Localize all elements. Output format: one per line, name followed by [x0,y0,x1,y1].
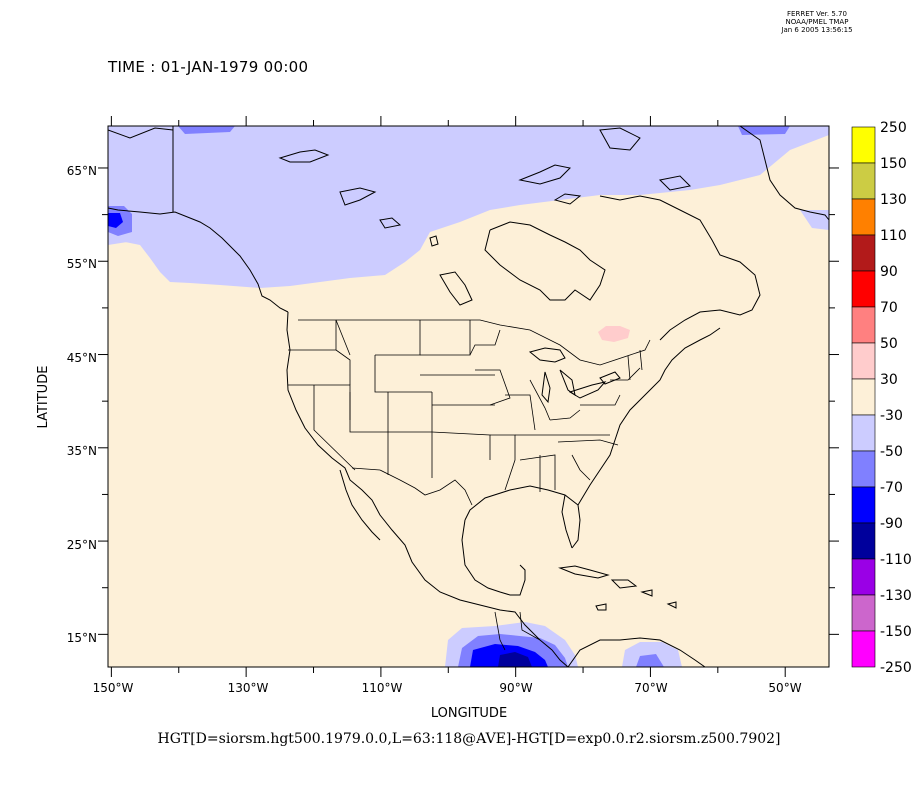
colorbar-swatch [851,306,876,344]
colorbar-swatch [851,378,876,416]
ferret-stamp: FERRET Ver. 5.70 NOAA/PMEL TMAP Jan 6 20… [757,10,877,34]
colorbar-label: -150 [880,624,912,640]
anomaly-patch-top-right [738,126,790,135]
variable-label: HGT[D=siorsm.hgt500.1979.0.0,L=63:118@AV… [157,731,780,747]
colorbar-swatch [851,414,876,452]
colorbar-label: 50 [880,336,898,352]
anomaly-patch-alaska-core [108,213,123,228]
colorbar-label: 70 [880,300,898,316]
y-tick-label: 15°N [67,631,97,645]
anomaly-patch-caribbean [636,654,664,667]
x-tick-label: 50°W [768,681,801,695]
axis-ticks [98,116,839,677]
map-frame [107,125,830,668]
colorbar-swatch [851,486,876,524]
y-tick-label: 45°N [67,351,97,365]
colorbar-label: -130 [880,588,912,604]
x-tick-label: 150°W [93,681,134,695]
anomaly-region-north [108,126,829,288]
x-tick-label: 110°W [362,681,403,695]
colorbar-swatch [851,450,876,488]
x-tick-label: 70°W [634,681,667,695]
colorbar-label: -90 [880,516,903,532]
x-tick-labels: 150°W 130°W 110°W 90°W 70°W 50°W [93,681,802,695]
y-axis-title: LATITUDE [36,366,51,429]
colorbar-label: 30 [880,372,898,388]
colorbar-label: 250 [880,120,907,136]
ferret-org: NOAA/PMEL TMAP [785,18,849,26]
colorbar-label: 110 [880,228,907,244]
x-tick-label: 130°W [228,681,269,695]
colorbar-swatch [851,522,876,560]
colorbar-swatch [851,630,876,668]
colorbar-swatch [851,558,876,596]
colorbar-label: -30 [880,408,903,424]
y-tick-label: 25°N [67,538,97,552]
x-axis-title: LONGITUDE [431,706,507,721]
colorbar-label: 150 [880,156,907,172]
colorbar-swatch [851,594,876,632]
colorbar-label: -70 [880,480,903,496]
political-borders [288,319,651,651]
colorbar: 250 150 130 110 90 70 50 30 -30 -50 -70 -90 -110 -130… [851,120,912,676]
colorbar-swatch [851,342,876,380]
y-tick-label: 35°N [67,444,97,458]
colorbar-swatch [851,234,876,272]
y-tick-label: 55°N [67,257,97,271]
colorbar-swatch [851,270,876,308]
colorbar-swatch [851,162,876,200]
colorbar-label: 90 [880,264,898,280]
anomaly-patch-central-america-deep [498,652,532,667]
anomaly-patch-top-left [178,126,235,134]
anomaly-region-northeast-edge [800,210,829,230]
colorbar-label: -50 [880,444,903,460]
ferret-version: FERRET Ver. 5.70 [787,10,847,18]
ferret-date: Jan 6 2005 13:56:15 [781,26,853,34]
y-tick-label: 65°N [67,164,97,178]
anomaly-patch-quebec [598,326,630,342]
colorbar-swatch [851,198,876,236]
colorbar-label: -110 [880,552,912,568]
colorbar-label: -250 [880,660,912,676]
anomaly-field [108,126,829,667]
x-tick-label: 90°W [499,681,532,695]
time-label: TIME : 01-JAN-1979 00:00 [108,58,309,76]
y-tick-labels: 15°N 25°N 35°N 45°N 55°N 65°N [67,164,97,645]
colorbar-swatch [851,126,876,164]
colorbar-label: 130 [880,192,907,208]
coastlines [108,126,829,667]
